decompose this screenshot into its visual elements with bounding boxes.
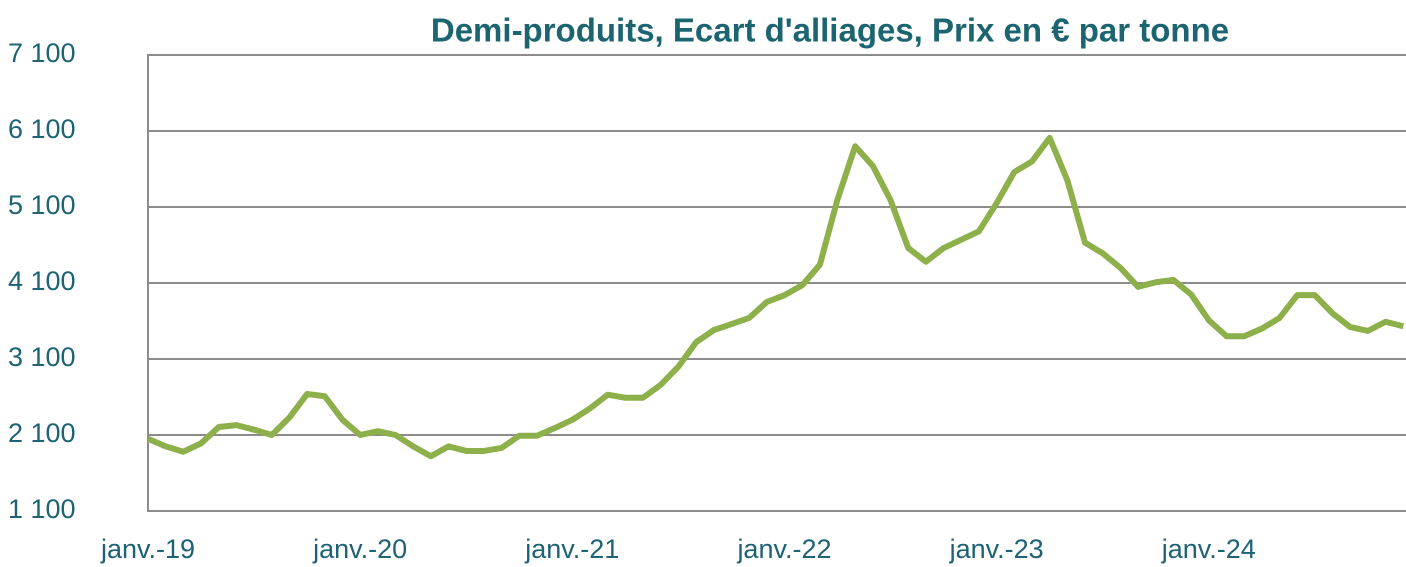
- y-tick-label: 7 100: [8, 38, 76, 68]
- x-tick-label: janv.-24: [1161, 534, 1256, 564]
- y-tick-label: 3 100: [8, 342, 76, 372]
- x-tick-label: janv.-22: [736, 534, 831, 564]
- y-tick-label: 1 100: [8, 494, 76, 524]
- data-line: [146, 134, 1405, 460]
- y-tick-label: 4 100: [8, 266, 76, 296]
- chart-title: Demi-produits, Ecart d'alliages, Prix en…: [431, 12, 1229, 49]
- y-tick-label: 6 100: [8, 114, 76, 144]
- x-tick-label: janv.-23: [949, 534, 1044, 564]
- x-tick-label: janv.-20: [312, 534, 407, 564]
- x-tick-label: janv.-19: [100, 534, 195, 564]
- y-tick-label: 5 100: [8, 190, 76, 220]
- y-tick-label: 2 100: [8, 418, 76, 448]
- x-tick-label: janv.-21: [524, 534, 619, 564]
